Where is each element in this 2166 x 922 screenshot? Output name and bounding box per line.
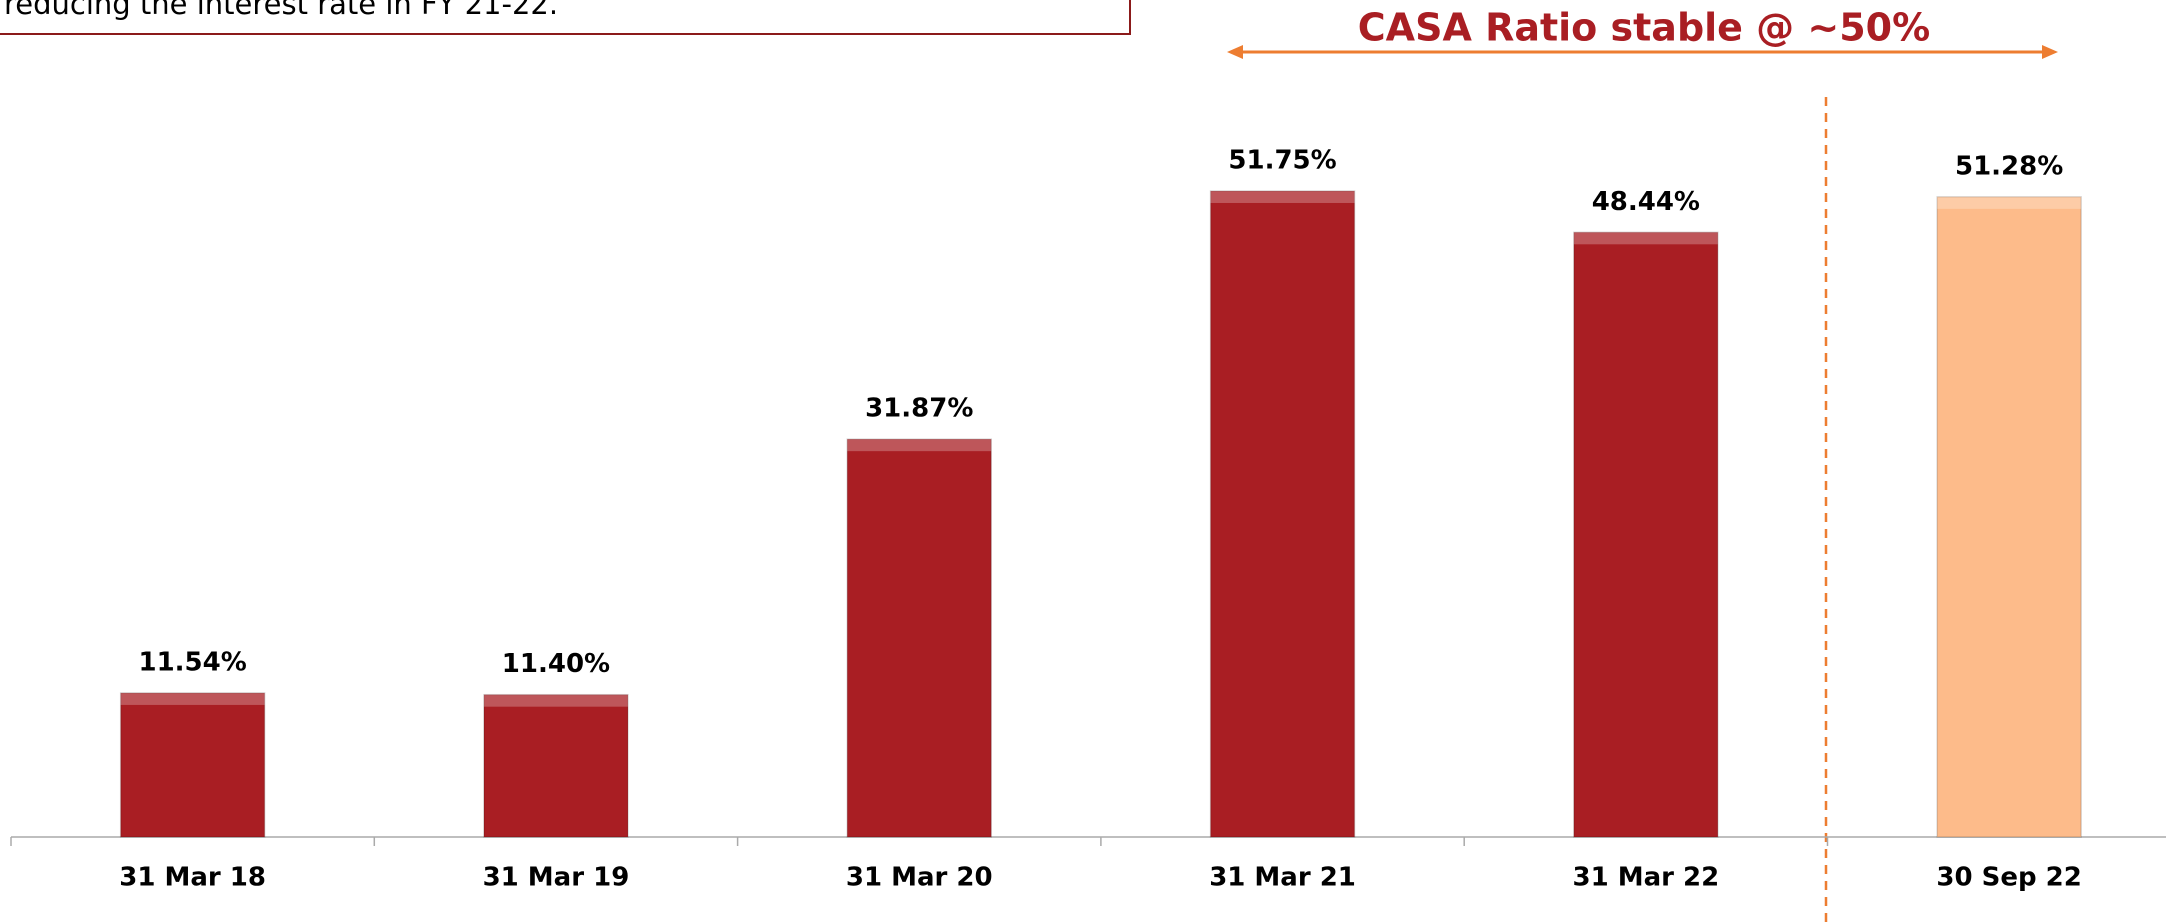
bar-bevel [1937, 196, 2082, 209]
x-tick-label: 31 Mar 18 [119, 863, 266, 893]
bar [1209, 190, 1356, 838]
value-label: 51.28% [1955, 151, 2063, 181]
bar-bevel [1210, 190, 1355, 203]
annotation: CASA Ratio stable @ ~50% [1358, 6, 1930, 50]
x-tick-label: 31 Mar 19 [483, 863, 630, 893]
x-tick-label: 31 Mar 22 [1572, 863, 1719, 893]
bar-bevel [120, 692, 265, 705]
bar [483, 693, 629, 838]
value-label: 11.54% [139, 647, 247, 677]
bar-bevel [483, 694, 628, 707]
bar [1936, 196, 2082, 838]
bar [1573, 231, 1719, 838]
bar [846, 438, 992, 838]
bar-bevel [1573, 232, 1718, 245]
x-tick-label: 30 Sep 22 [1936, 863, 2081, 893]
x-tick-label: 31 Mar 21 [1209, 863, 1356, 893]
text-box [0, 0, 1131, 35]
x-tick-label: 31 Mar 20 [846, 863, 993, 893]
bar [119, 692, 266, 838]
value-label: 11.40% [502, 649, 610, 679]
value-label: 48.44% [1592, 187, 1700, 217]
value-label: 51.75% [1228, 145, 1336, 175]
arrow [1227, 45, 2058, 59]
text-box-text: reducing the interest rate in FY 21-22. [4, 0, 558, 21]
bar-bevel [847, 439, 992, 452]
value-label: 31.87% [865, 394, 973, 424]
